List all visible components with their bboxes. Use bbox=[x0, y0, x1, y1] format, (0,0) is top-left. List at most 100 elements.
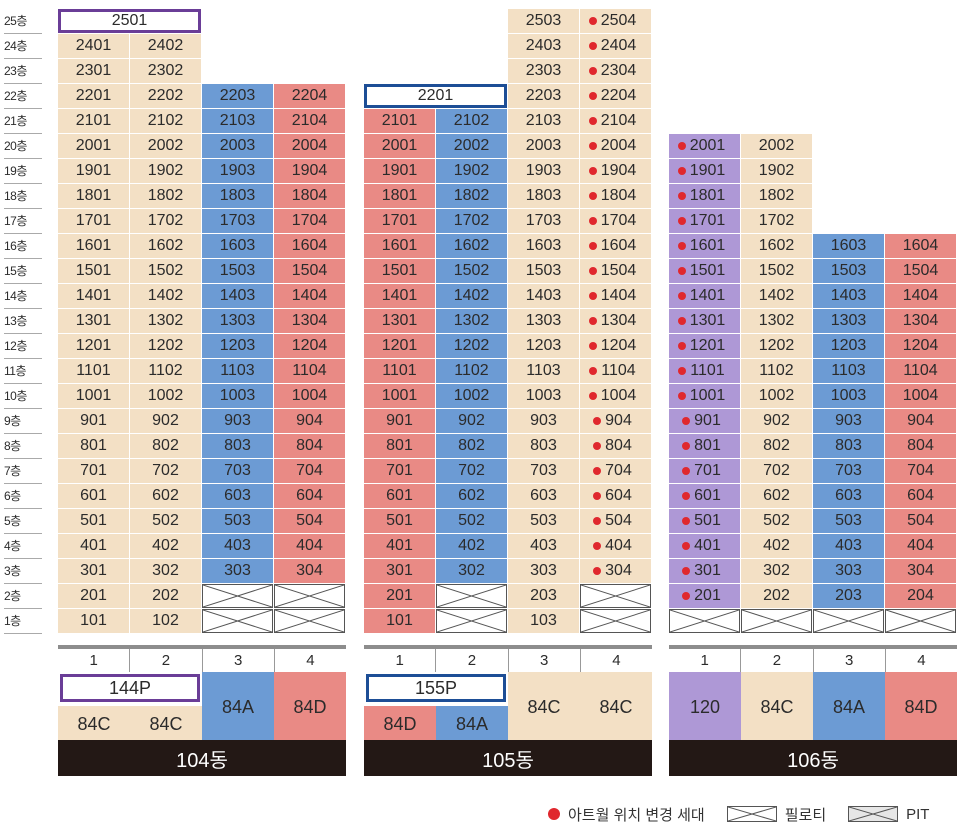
unit-number: 1103 bbox=[831, 362, 866, 379]
unit-number: 204 bbox=[907, 587, 934, 604]
unit-cell: 1604 bbox=[885, 234, 956, 258]
piloti-cell bbox=[436, 609, 507, 633]
floor-label: 11층 bbox=[4, 359, 42, 384]
unit-number: 504 bbox=[605, 512, 632, 529]
unit-number: 501 bbox=[80, 512, 107, 529]
piloti-cell bbox=[580, 609, 651, 633]
type-label: 84A bbox=[813, 672, 885, 742]
unit-cell: 304 bbox=[274, 559, 345, 583]
unit-cell: 1701 bbox=[58, 209, 129, 233]
unit-number: 804 bbox=[296, 437, 323, 454]
unit-cell: 1301 bbox=[58, 309, 129, 333]
unit-number: 1603 bbox=[830, 237, 867, 254]
unit-number: 2001 bbox=[689, 137, 726, 154]
unit-cell: 1102 bbox=[741, 359, 812, 383]
unit-number: 2001 bbox=[381, 137, 418, 154]
unit-cell: 1503 bbox=[508, 259, 579, 283]
unit-cell: 1402 bbox=[741, 284, 812, 308]
unit-number: 1203 bbox=[219, 337, 256, 354]
unit-number: 602 bbox=[763, 487, 790, 504]
unit-number: 601 bbox=[386, 487, 413, 504]
floor-label: 1층 bbox=[4, 609, 42, 634]
unit-number: 401 bbox=[694, 537, 721, 554]
unit-cell: 1004 bbox=[885, 384, 956, 408]
unit-number: 602 bbox=[152, 487, 179, 504]
unit-cell: 702 bbox=[741, 459, 812, 483]
unit-number: 2104 bbox=[291, 112, 328, 129]
floor-label: 4층 bbox=[4, 534, 42, 559]
unit-cell: 1203 bbox=[202, 334, 273, 358]
type-label: 84C bbox=[58, 706, 130, 742]
unit-number: 1101 bbox=[76, 362, 111, 379]
unit-number: 804 bbox=[605, 437, 632, 454]
unit-number: 1503 bbox=[830, 262, 867, 279]
unit-number: 501 bbox=[694, 512, 721, 529]
unit-number: 902 bbox=[458, 412, 485, 429]
red-dot-icon bbox=[593, 517, 602, 525]
unit-number: 2302 bbox=[147, 62, 184, 79]
unit-cell: 2203 bbox=[202, 84, 273, 108]
unit-number: 502 bbox=[763, 512, 790, 529]
unit-cell: 202 bbox=[130, 584, 201, 608]
unit-cell: 1104 bbox=[580, 359, 651, 383]
line-numbers-106: 1 2 3 4 bbox=[669, 645, 957, 673]
unit-number: 1303 bbox=[219, 312, 256, 329]
unit-cell: 904 bbox=[274, 409, 345, 433]
unit-cell: 1502 bbox=[436, 259, 507, 283]
unit-number: 201 bbox=[386, 587, 413, 604]
red-dot-icon bbox=[588, 292, 597, 300]
unit-cell: 1801 bbox=[58, 184, 129, 208]
unit-cell: 602 bbox=[436, 484, 507, 508]
legend: 아트월 위치 변경 세대 필로티 PIT bbox=[548, 800, 929, 828]
red-dot-icon bbox=[588, 267, 597, 275]
unit-cell: 1304 bbox=[580, 309, 651, 333]
unit-cell: 1002 bbox=[130, 384, 201, 408]
unit-number: 1504 bbox=[600, 262, 637, 279]
unit-number: 1602 bbox=[758, 237, 795, 254]
unit-number: 303 bbox=[224, 562, 251, 579]
unit-number: 1204 bbox=[600, 337, 637, 354]
unit-cell: 1202 bbox=[436, 334, 507, 358]
unit-cell: 801 bbox=[669, 434, 740, 458]
unit-cell: 1101 bbox=[58, 359, 129, 383]
unit-number: 2004 bbox=[291, 137, 328, 154]
unit-number: 404 bbox=[605, 537, 632, 554]
unit-cell: 602 bbox=[741, 484, 812, 508]
red-dot-icon bbox=[589, 367, 598, 375]
unit-number: 1903 bbox=[525, 162, 562, 179]
unit-cell: 404 bbox=[885, 534, 956, 558]
red-dot-icon bbox=[677, 292, 686, 300]
unit-number: 1301 bbox=[75, 312, 112, 329]
unit-number: 1402 bbox=[147, 287, 184, 304]
unit-cell: 2001 bbox=[364, 134, 435, 158]
unit-cell: 304 bbox=[580, 559, 651, 583]
unit-cell: 1403 bbox=[508, 284, 579, 308]
unit-number: 203 bbox=[530, 587, 557, 604]
red-dot-icon bbox=[677, 192, 686, 200]
unit-number: 904 bbox=[907, 412, 934, 429]
unit-cell: 1202 bbox=[741, 334, 812, 358]
unit-cell: 1603 bbox=[202, 234, 273, 258]
unit-number: 603 bbox=[530, 487, 557, 504]
unit-number: 2303 bbox=[525, 62, 562, 79]
unit-number: 1801 bbox=[381, 187, 418, 204]
unit-number: 401 bbox=[80, 537, 107, 554]
type-group: 144P 84C 84C bbox=[58, 672, 202, 742]
type-group: 155P 84D 84A bbox=[364, 672, 508, 742]
unit-number: 1901 bbox=[689, 162, 726, 179]
unit-number: 2102 bbox=[147, 112, 184, 129]
unit-number: 1501 bbox=[381, 262, 418, 279]
building-name-105: 105동 bbox=[364, 740, 652, 776]
unit-number: 402 bbox=[763, 537, 790, 554]
unit-cell: 1603 bbox=[508, 234, 579, 258]
unit-cell: 102 bbox=[130, 609, 201, 633]
red-dot-icon bbox=[588, 117, 597, 125]
unit-number: 1301 bbox=[689, 312, 726, 329]
unit-cell: 1302 bbox=[741, 309, 812, 333]
unit-cell: 1303 bbox=[813, 309, 884, 333]
unit-cell: 304 bbox=[885, 559, 956, 583]
unit-cell: 1303 bbox=[202, 309, 273, 333]
unit-number: 1001 bbox=[689, 387, 726, 404]
unit-cell: 902 bbox=[436, 409, 507, 433]
floor-label: 23층 bbox=[4, 59, 42, 84]
